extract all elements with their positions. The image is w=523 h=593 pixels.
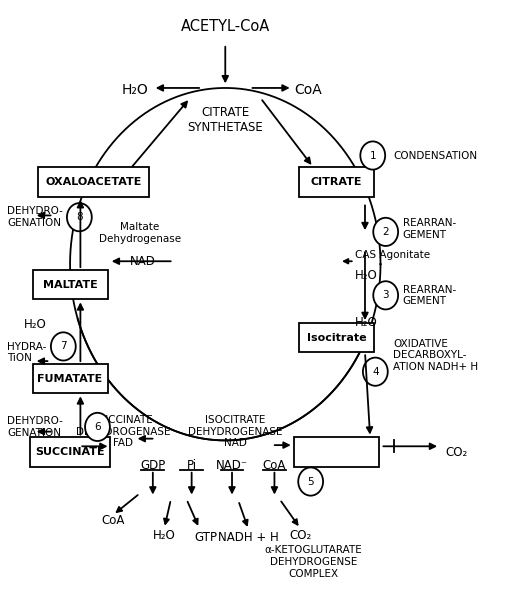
Text: CONDENSATION: CONDENSATION — [393, 151, 477, 161]
Text: SUCCINATE
DEHYDROGENASE
FAD: SUCCINATE DEHYDROGENASE FAD — [76, 415, 170, 448]
FancyBboxPatch shape — [294, 438, 379, 467]
Text: 6: 6 — [94, 422, 101, 432]
Text: GTP: GTP — [195, 531, 218, 544]
Circle shape — [298, 467, 323, 496]
Text: DEHYDRO-
GENATION: DEHYDRO- GENATION — [7, 206, 63, 228]
Text: GDP: GDP — [140, 459, 165, 472]
Text: MALTATE: MALTATE — [43, 280, 97, 290]
Text: H₂O: H₂O — [153, 529, 176, 542]
FancyBboxPatch shape — [38, 167, 149, 197]
Text: NADH + H: NADH + H — [218, 531, 279, 544]
Text: CoA: CoA — [294, 82, 322, 97]
FancyBboxPatch shape — [32, 270, 108, 299]
FancyBboxPatch shape — [30, 438, 110, 467]
Text: 4: 4 — [372, 366, 379, 377]
Text: 2: 2 — [382, 227, 389, 237]
Circle shape — [373, 281, 398, 310]
Text: H₂O: H₂O — [355, 317, 378, 330]
Text: 7: 7 — [60, 342, 66, 352]
Text: REARRAN-
GEMENT: REARRAN- GEMENT — [403, 285, 456, 306]
Text: 8: 8 — [76, 212, 83, 222]
Circle shape — [360, 141, 385, 170]
Text: 5: 5 — [308, 477, 314, 486]
FancyBboxPatch shape — [299, 167, 374, 197]
Text: HYDRA-
TiON: HYDRA- TiON — [7, 342, 47, 363]
Text: CO₂: CO₂ — [289, 529, 311, 542]
Text: CoA: CoA — [101, 514, 124, 527]
Text: CO₂: CO₂ — [445, 446, 468, 458]
Circle shape — [85, 413, 110, 441]
Text: FUMATATE: FUMATATE — [38, 374, 103, 384]
Text: CITRATE
SYNTHETASE: CITRATE SYNTHETASE — [187, 106, 263, 134]
Text: CITRATE: CITRATE — [311, 177, 362, 187]
Text: REARRAN-
GEMENT: REARRAN- GEMENT — [403, 218, 456, 240]
Text: ISOCITRATE
DEHYDROGENASE
NAD: ISOCITRATE DEHYDROGENASE NAD — [188, 415, 283, 448]
Text: NAD⁻: NAD⁻ — [216, 459, 248, 472]
Circle shape — [67, 203, 92, 231]
Text: H₂O: H₂O — [355, 269, 378, 282]
Circle shape — [363, 358, 388, 386]
Text: OXALOACETATE: OXALOACETATE — [45, 177, 142, 187]
Circle shape — [51, 332, 76, 361]
Text: Maltate
Dehydrogenase: Maltate Dehydrogenase — [99, 222, 181, 244]
Text: OXIDATIVE
DECARBOXYL-
ATION NADH+ H: OXIDATIVE DECARBOXYL- ATION NADH+ H — [393, 339, 479, 372]
Text: Isocitrate: Isocitrate — [306, 333, 366, 343]
Text: SUCCINATE: SUCCINATE — [35, 447, 105, 457]
Text: NAD: NAD — [130, 255, 155, 268]
Text: H₂O: H₂O — [121, 82, 148, 97]
Text: 3: 3 — [382, 291, 389, 300]
Text: CAS Agonitate: CAS Agonitate — [355, 250, 430, 260]
FancyBboxPatch shape — [32, 364, 108, 393]
Text: α-KETOGLUTARATE
DEHYDROGENSE
COMPLEX: α-KETOGLUTARATE DEHYDROGENSE COMPLEX — [264, 546, 362, 579]
Text: DEHYDRO-
GENATION: DEHYDRO- GENATION — [7, 416, 63, 438]
Text: Pi: Pi — [187, 459, 197, 472]
FancyBboxPatch shape — [299, 323, 374, 352]
Text: CoA: CoA — [263, 459, 286, 472]
Text: ACETYL-CoA: ACETYL-CoA — [180, 19, 270, 34]
Circle shape — [373, 218, 398, 246]
Text: 1: 1 — [369, 151, 376, 161]
Text: H₂O: H₂O — [24, 318, 46, 331]
